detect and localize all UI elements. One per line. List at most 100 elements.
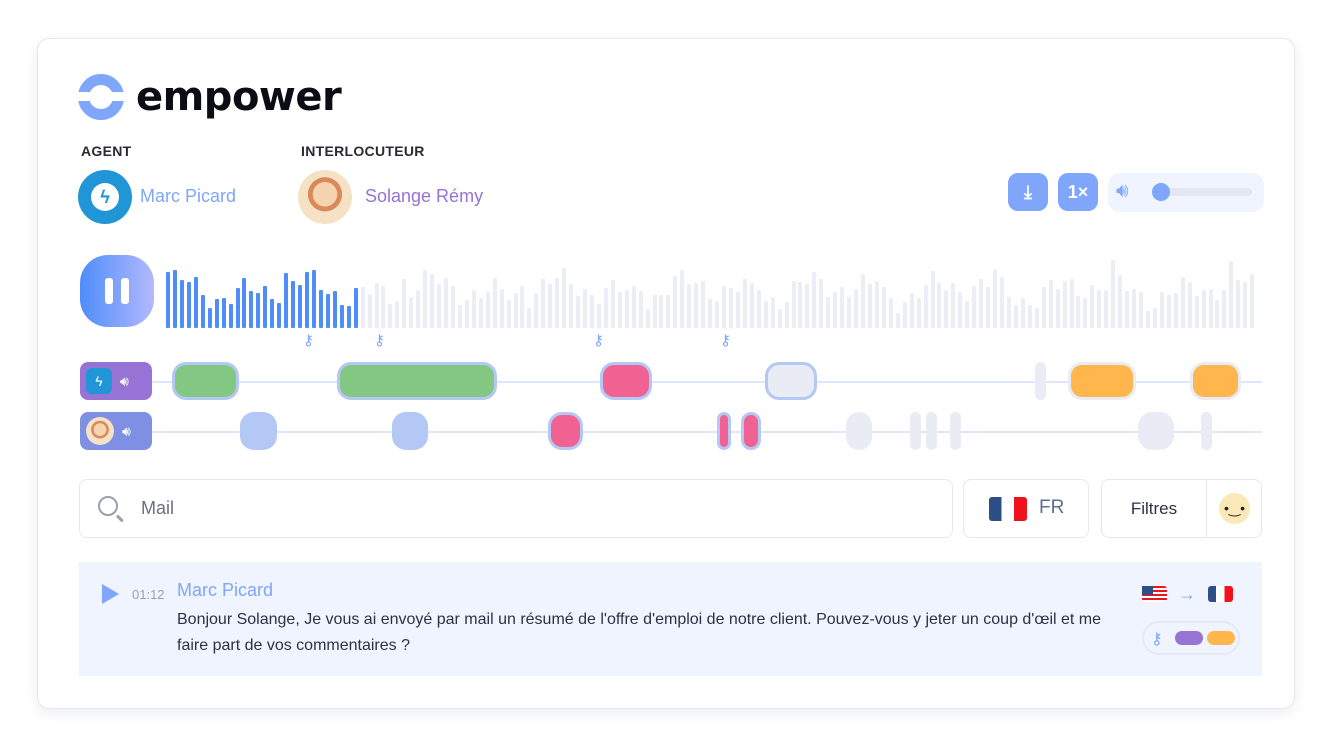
sentiment-segment-inactive[interactable] (1035, 362, 1046, 400)
waveform-bar (1222, 290, 1227, 328)
waveform-bar (437, 284, 442, 328)
waveform-bar (562, 268, 567, 328)
waveform-bar (777, 309, 782, 328)
key-icon[interactable]: ⚷ (374, 332, 385, 349)
waveform-bar (1076, 296, 1081, 328)
waveform-bar (951, 283, 956, 328)
download-button[interactable]: ⤓ (1008, 173, 1048, 211)
sentiment-segment-inactive[interactable] (910, 412, 921, 450)
waveform-bar (284, 273, 289, 328)
sentiment-segment-negative[interactable] (600, 362, 652, 400)
waveform-bar (902, 302, 907, 328)
sentiment-segment-warning[interactable] (1190, 362, 1241, 400)
waveform-bar (867, 284, 872, 328)
sentiment-segment-inactive[interactable] (926, 412, 937, 450)
waveform-bar (1159, 292, 1164, 328)
waveform-bar (395, 301, 400, 328)
waveform-bar (346, 306, 351, 328)
waveform-bar (638, 291, 643, 328)
waveform-bar (1201, 290, 1206, 328)
waveform-bar (1215, 300, 1220, 328)
waveform-bar (353, 288, 358, 328)
waveform-bar (763, 301, 768, 328)
waveform-bar (728, 288, 733, 328)
smiley-icon[interactable]: •‿• (1219, 493, 1250, 524)
waveform-bar (826, 297, 831, 328)
waveform-bar (993, 269, 998, 328)
waveform-bar (305, 272, 309, 328)
sentiment-segment-negative[interactable] (548, 412, 583, 450)
waveform-bar (172, 270, 177, 328)
waveform-bar (186, 282, 191, 328)
waveform-bar (694, 283, 699, 328)
language-select[interactable]: FR (963, 479, 1089, 538)
sentiment-segment-inactive[interactable] (1201, 412, 1212, 450)
flag-us-icon (1142, 586, 1167, 602)
sentiment-segment-inactive[interactable] (765, 362, 817, 400)
arrow-right-icon: → (1178, 584, 1196, 604)
timestamp: 01:12 (132, 587, 165, 602)
waveform-bar (833, 292, 838, 328)
sentiment-segment-negative[interactable] (741, 412, 761, 450)
waveform-bar (423, 270, 428, 328)
waveform-bar (548, 284, 553, 328)
key-icon[interactable]: ⚷ (303, 332, 314, 349)
sentiment-segment-positive[interactable] (172, 362, 239, 400)
waveform-bar (589, 295, 594, 328)
waveform-bar (1000, 277, 1004, 328)
waveform-bar (930, 271, 935, 328)
waveform-bar (680, 270, 685, 328)
waveform-bar (1013, 305, 1018, 328)
search-placeholder: Mail (141, 498, 175, 518)
tag-purple (1175, 631, 1203, 645)
sentiment-segment-neutral[interactable] (240, 412, 277, 450)
waveform-bar (805, 284, 810, 328)
agent-avatar: ϟ (78, 170, 132, 224)
agent-track-button[interactable]: ϟ 🔊︎ (80, 362, 152, 400)
volume-slider-thumb[interactable] (1152, 183, 1170, 201)
speaker-icon: 🔊︎ (122, 422, 131, 439)
sentiment-segment-positive[interactable] (337, 362, 497, 400)
waveform-bar (888, 298, 893, 328)
sentiment-segment-inactive[interactable] (1138, 412, 1174, 450)
key-icon[interactable]: ⚷ (593, 332, 604, 349)
waveform-bar (492, 278, 497, 328)
waveform-bar (228, 304, 233, 328)
waveform-bar (847, 297, 852, 328)
waveform-bar (381, 286, 386, 328)
agent-label: AGENT (81, 143, 132, 159)
waveform-bar (798, 282, 803, 328)
waveform-bar (179, 280, 184, 328)
play-icon[interactable] (102, 584, 119, 604)
volume-slider[interactable] (1154, 188, 1252, 196)
waveform-bar (916, 298, 921, 328)
sentiment-segment-neutral[interactable] (392, 412, 428, 450)
waveform-bar (506, 300, 511, 328)
waveform-bar (749, 283, 754, 328)
search-input[interactable]: Mail (79, 479, 953, 538)
waveform-bar (965, 301, 970, 328)
waveform-bar (291, 281, 296, 328)
waveform-bar (235, 288, 240, 328)
waveform-bar (416, 290, 421, 328)
waveform-bar (478, 298, 483, 328)
sentiment-segment-negative[interactable] (717, 412, 731, 450)
waveform-bar (332, 291, 337, 328)
pause-button[interactable] (80, 255, 154, 327)
interlocutor-track-button[interactable]: 🔊︎ (80, 412, 152, 450)
waveform-bar (652, 295, 657, 328)
waveform-bar (854, 289, 859, 328)
sentiment-segment-inactive[interactable] (846, 412, 872, 450)
key-icon[interactable]: ⚷ (720, 332, 731, 349)
waveform-bar (603, 288, 608, 328)
filters-button[interactable]: Filtres (1102, 480, 1207, 537)
transcript-row[interactable]: 01:12 Marc Picard → ⚷ (79, 562, 1262, 676)
waveform-bar (1243, 282, 1248, 328)
sentiment-segment-warning[interactable] (1068, 362, 1136, 400)
sentiment-segment-inactive[interactable] (950, 412, 961, 450)
speed-button[interactable]: 1× (1058, 173, 1098, 211)
waveform-bar (1145, 311, 1150, 328)
speaker-icon[interactable]: 🔊︎ (1116, 180, 1129, 202)
waveform-bar (207, 308, 212, 328)
waveform-bar (583, 289, 587, 328)
